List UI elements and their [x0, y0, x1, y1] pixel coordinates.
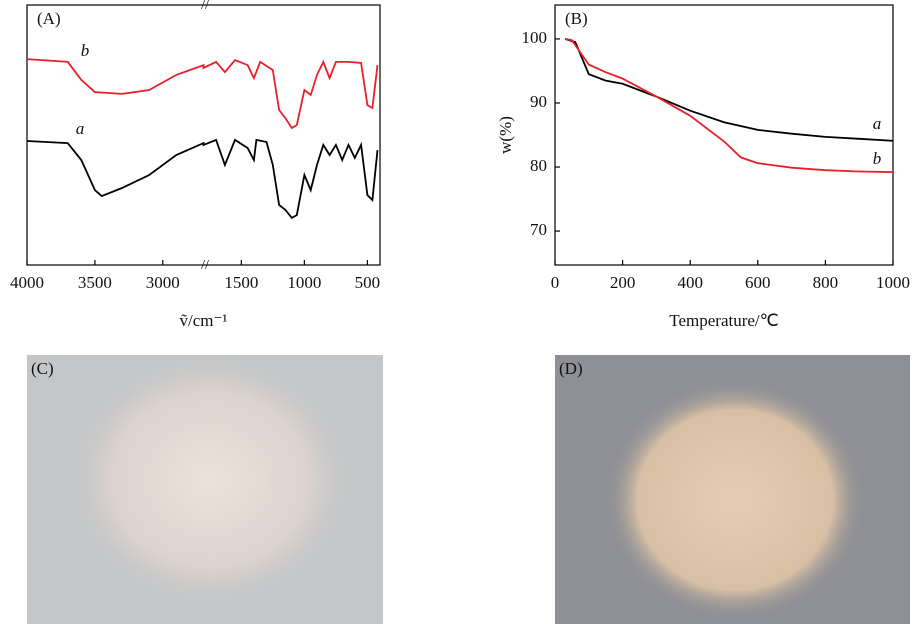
series-line — [565, 39, 893, 141]
x-tick-label: 600 — [745, 273, 771, 292]
powder-pile — [605, 380, 865, 620]
y-tick-label: 90 — [530, 92, 547, 111]
series-label: a — [76, 119, 85, 138]
x-tick-label: 3000 — [146, 273, 180, 292]
x-tick-label: 400 — [677, 273, 703, 292]
x-tick-label: 1000 — [287, 273, 321, 292]
panel-label: (C) — [31, 359, 54, 378]
figure: (C) (D) // // (A)40003500300015001000500… — [0, 0, 919, 624]
photo-c: (C) — [27, 355, 383, 624]
axis-break-marks: // // — [201, 0, 209, 273]
x-tick-label: 3500 — [78, 273, 112, 292]
x-tick-label: 1500 — [224, 273, 258, 292]
panel-label: (D) — [559, 359, 583, 378]
y-tick-label: 80 — [530, 156, 547, 175]
series-line — [27, 59, 378, 128]
powder-pile — [70, 355, 350, 605]
x-axis-label: Temperature/℃ — [669, 311, 778, 330]
x-tick-label: 4000 — [10, 273, 44, 292]
y-tick-label: 100 — [522, 28, 548, 47]
series-label: a — [873, 114, 882, 133]
x-tick-label: 500 — [355, 273, 381, 292]
panel-label: (A) — [37, 9, 61, 28]
y-tick-label: 70 — [530, 220, 547, 239]
x-tick-label: 200 — [610, 273, 636, 292]
panel-label: (B) — [565, 9, 588, 28]
photo-d: (D) — [555, 355, 910, 624]
break-mark: // — [201, 258, 209, 273]
series-line — [27, 140, 378, 218]
x-tick-label: 1000 — [876, 273, 910, 292]
plot-frame — [555, 5, 893, 265]
y-axis-label: w(%) — [496, 116, 515, 154]
x-tick-label: 800 — [813, 273, 839, 292]
break-mark: // — [201, 0, 209, 13]
x-tick-label: 0 — [551, 273, 560, 292]
series-line — [565, 39, 893, 172]
series-label: b — [873, 149, 882, 168]
series-label: b — [81, 41, 90, 60]
x-axis-label: ṽ/cm⁻¹ — [179, 311, 227, 330]
